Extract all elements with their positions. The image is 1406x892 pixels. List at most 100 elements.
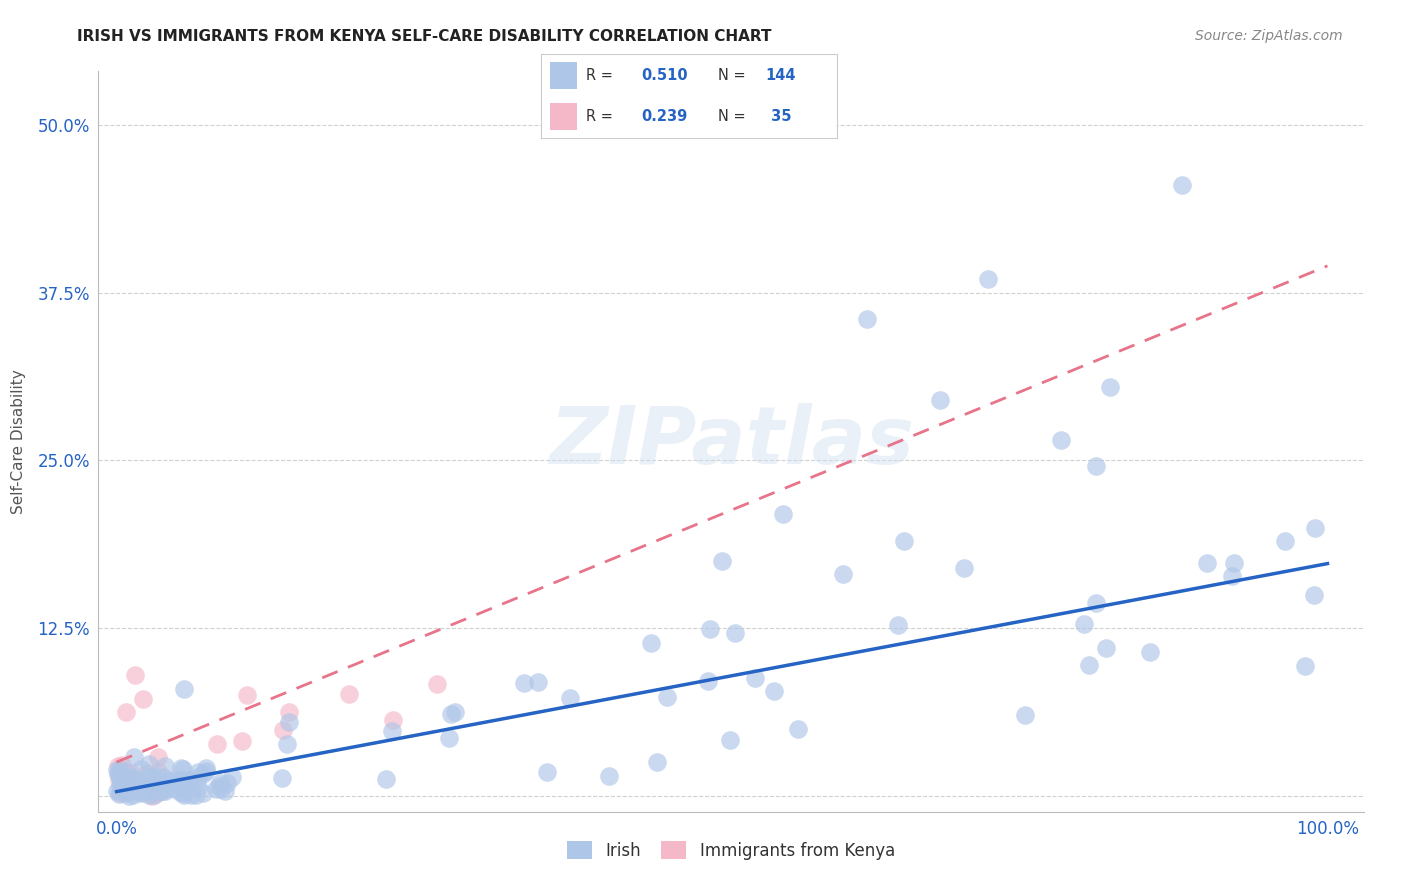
Point: [105, 784, 128, 798]
Point: [152, 770, 174, 784]
Point: [177, 776, 200, 790]
Text: ZIPatlas: ZIPatlas: [548, 402, 914, 481]
Point: [138, 756, 160, 771]
Point: [1195, 556, 1218, 570]
Point: [107, 767, 129, 781]
Point: [214, 784, 236, 798]
Point: [153, 782, 176, 797]
Point: [115, 772, 138, 787]
Point: [146, 786, 169, 800]
Point: [166, 775, 188, 789]
Point: [111, 776, 134, 790]
Point: [172, 773, 194, 788]
Point: [134, 780, 156, 795]
Text: 0.239: 0.239: [641, 109, 688, 124]
Point: [124, 781, 146, 796]
Point: [115, 778, 138, 792]
Point: [174, 780, 197, 794]
Text: 35: 35: [766, 109, 792, 124]
Point: [122, 750, 145, 764]
Point: [165, 782, 187, 797]
Point: [156, 778, 179, 792]
Point: [112, 781, 135, 796]
Point: [1014, 708, 1036, 723]
Bar: [550, 62, 576, 89]
Point: [444, 705, 467, 719]
Point: [148, 780, 170, 794]
Point: [107, 766, 129, 780]
Point: [132, 773, 155, 788]
Point: [235, 688, 257, 702]
Point: [129, 762, 152, 776]
Point: [187, 764, 209, 779]
Point: [180, 788, 202, 802]
Point: [440, 707, 463, 722]
Point: [150, 776, 173, 790]
Point: [129, 785, 152, 799]
Point: [1303, 589, 1326, 603]
Text: N =: N =: [718, 68, 751, 83]
Point: [1085, 596, 1108, 610]
Point: [1171, 178, 1194, 193]
Point: [139, 778, 162, 792]
Point: [128, 778, 150, 792]
Point: [172, 762, 194, 776]
Point: [112, 770, 135, 784]
Point: [129, 786, 152, 800]
Point: [115, 765, 138, 780]
Point: [1274, 534, 1296, 549]
Point: [121, 770, 143, 784]
Point: [856, 312, 879, 326]
Point: [118, 775, 141, 789]
Point: [208, 776, 231, 790]
Point: [1294, 659, 1316, 673]
Point: [117, 777, 139, 791]
Point: [163, 772, 186, 787]
Point: [121, 779, 143, 793]
Point: [120, 774, 142, 789]
Point: [527, 674, 550, 689]
Point: [115, 706, 138, 720]
Point: [215, 776, 238, 790]
Point: [1073, 616, 1095, 631]
Point: [786, 723, 808, 737]
Point: [276, 737, 298, 751]
Point: [439, 731, 461, 745]
Point: [205, 782, 228, 797]
Point: [655, 690, 678, 704]
Point: [208, 780, 231, 794]
Point: [142, 769, 165, 783]
Point: [426, 677, 449, 691]
Point: [111, 765, 134, 780]
Point: [1222, 557, 1244, 571]
Point: [173, 788, 195, 802]
Point: [132, 692, 155, 706]
Point: [141, 789, 163, 803]
Point: [121, 771, 143, 785]
Point: [120, 766, 142, 780]
Point: [146, 776, 169, 790]
Point: [184, 789, 207, 803]
Point: [166, 776, 188, 790]
Point: [170, 761, 193, 775]
Point: [124, 668, 146, 682]
Point: [155, 758, 177, 772]
Point: [117, 785, 139, 799]
Point: [724, 626, 747, 640]
Point: [699, 622, 721, 636]
Point: [117, 789, 139, 803]
Point: [169, 784, 191, 798]
Point: [118, 780, 141, 795]
Point: [111, 764, 134, 779]
Point: [277, 714, 299, 729]
Point: [108, 765, 131, 780]
Point: [117, 777, 139, 791]
Point: [108, 770, 131, 784]
Point: [134, 771, 156, 785]
Point: [339, 687, 361, 701]
Point: [174, 776, 197, 790]
Y-axis label: Self-Care Disability: Self-Care Disability: [11, 369, 27, 514]
Point: [1077, 657, 1099, 672]
Point: [146, 765, 169, 780]
Text: IRISH VS IMMIGRANTS FROM KENYA SELF-CARE DISABILITY CORRELATION CHART: IRISH VS IMMIGRANTS FROM KENYA SELF-CARE…: [77, 29, 772, 44]
